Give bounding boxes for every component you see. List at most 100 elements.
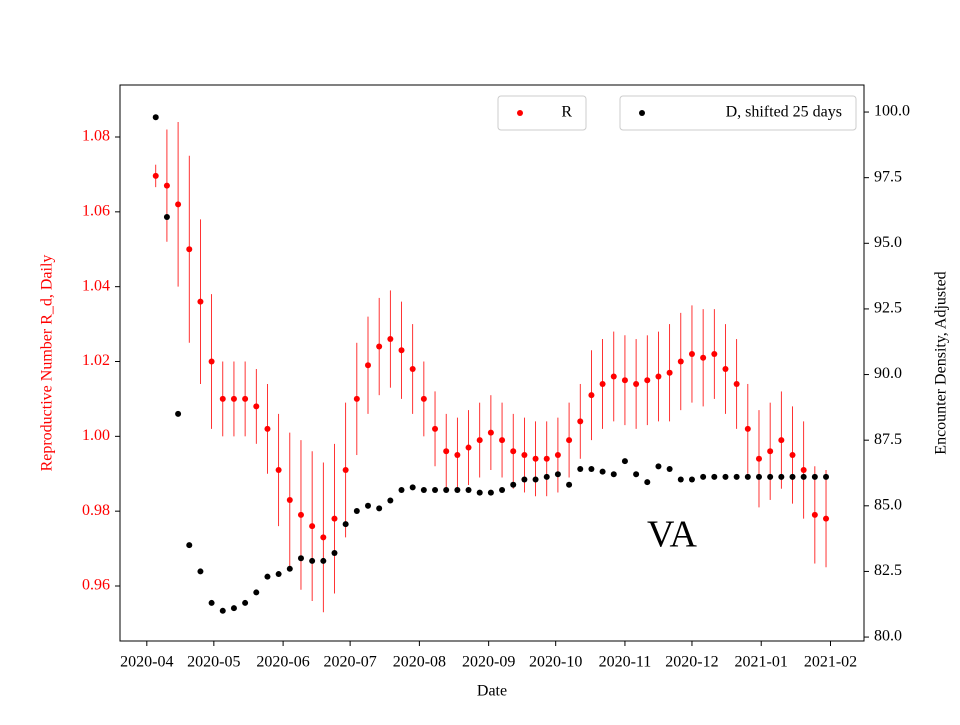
data-point	[186, 542, 193, 549]
data-point	[599, 380, 606, 387]
y2-tick-label: 82.5	[874, 562, 902, 579]
data-point	[208, 599, 215, 606]
data-point	[219, 607, 226, 614]
data-point	[823, 473, 830, 480]
data-point	[320, 534, 327, 541]
data-point	[365, 502, 371, 509]
data-point	[409, 484, 416, 491]
y2-axis-label: Encounter Density, Adjusted	[933, 271, 950, 454]
data-point	[554, 452, 561, 459]
data-point	[800, 473, 807, 480]
data-point	[175, 201, 182, 208]
data-point	[677, 476, 684, 483]
data-point	[633, 471, 640, 478]
data-point	[778, 437, 785, 444]
y2-tick-label: 85.0	[874, 496, 902, 513]
data-point	[242, 395, 249, 402]
data-point	[610, 373, 617, 380]
data-point	[510, 481, 517, 488]
x-tick-label: 2020-04	[120, 654, 173, 671]
data-point	[621, 458, 628, 465]
data-point	[331, 515, 338, 522]
data-point	[778, 473, 785, 480]
data-point	[476, 489, 483, 496]
data-point	[543, 455, 550, 462]
y2-tick-label: 87.5	[874, 431, 902, 448]
x-tick-label: 2021-02	[804, 654, 857, 671]
data-point	[789, 473, 796, 480]
data-point	[510, 448, 517, 455]
data-point	[599, 468, 606, 475]
data-point	[733, 380, 740, 387]
data-point	[554, 471, 561, 478]
legend-box	[497, 95, 587, 131]
data-point	[655, 463, 662, 470]
data-point	[208, 358, 215, 365]
data-point	[588, 392, 595, 399]
data-point	[744, 425, 751, 432]
x-tick-label: 2020-11	[599, 654, 652, 671]
data-point	[767, 473, 774, 480]
x-axis-label: Date	[477, 683, 507, 700]
data-point	[454, 487, 461, 494]
data-point	[666, 369, 673, 376]
y2-tick-label: 97.5	[874, 168, 902, 185]
data-point	[633, 380, 640, 387]
data-point	[253, 589, 260, 596]
data-point	[755, 455, 762, 462]
data-point	[655, 373, 662, 380]
data-point	[566, 437, 573, 444]
y2-tick-label: 92.5	[874, 300, 902, 317]
data-point	[499, 487, 506, 494]
y2-tick-label: 90.0	[874, 365, 902, 382]
data-point	[320, 557, 327, 564]
data-point	[420, 487, 427, 494]
data-point	[711, 473, 718, 480]
y-axis-label: Reproductive Number R_d, Daily	[39, 255, 56, 472]
y-tick-label: 0.98	[82, 502, 110, 519]
y-tick-label: 1.08	[82, 128, 110, 145]
data-point	[465, 487, 472, 494]
data-point	[342, 521, 349, 528]
legend-label: D, shifted 25 days	[726, 104, 842, 121]
data-point	[152, 172, 159, 179]
x-tick-label: 2020-06	[256, 654, 309, 671]
data-point	[398, 487, 405, 494]
y-tick-label: 1.00	[82, 427, 110, 444]
data-point	[677, 358, 684, 365]
data-point	[744, 473, 751, 480]
data-point	[286, 565, 293, 572]
data-point	[443, 448, 450, 455]
x-tick-label: 2020-09	[462, 654, 515, 671]
data-point	[454, 452, 461, 459]
data-point	[700, 354, 707, 361]
data-point	[297, 511, 304, 518]
data-point	[331, 550, 338, 557]
data-point	[543, 473, 550, 480]
data-point	[353, 395, 360, 402]
data-point	[443, 487, 450, 494]
data-point	[275, 571, 282, 578]
data-point	[789, 452, 796, 459]
x-tick-label: 2020-10	[529, 654, 582, 671]
y-tick-label: 1.04	[82, 277, 110, 294]
data-point	[566, 481, 573, 488]
data-point	[666, 466, 673, 473]
data-point	[387, 497, 394, 504]
data-point	[521, 452, 528, 459]
data-point	[532, 455, 539, 462]
data-point	[230, 395, 237, 402]
legend-marker	[517, 110, 523, 116]
x-tick-label: 2020-12	[665, 654, 718, 671]
y-tick-label: 0.96	[82, 577, 110, 594]
data-point	[409, 365, 416, 372]
data-point	[521, 476, 528, 483]
data-point	[722, 365, 729, 372]
data-point	[376, 343, 383, 350]
data-point	[644, 377, 651, 384]
data-point	[275, 467, 282, 474]
annotation: VA	[647, 514, 698, 556]
data-point	[242, 599, 249, 606]
data-point	[264, 425, 271, 432]
